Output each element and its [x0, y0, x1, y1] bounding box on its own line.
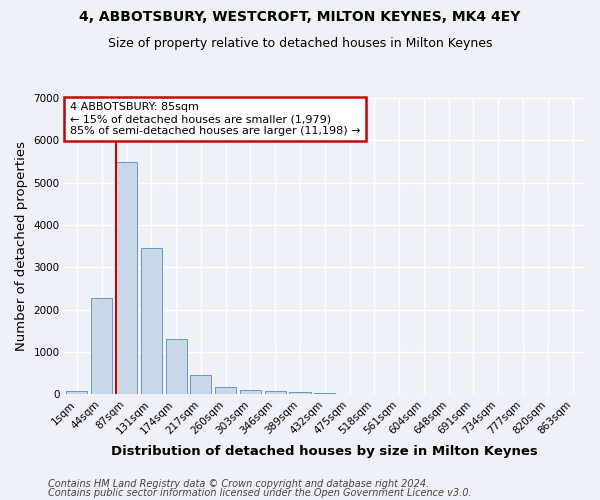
X-axis label: Distribution of detached houses by size in Milton Keynes: Distribution of detached houses by size …: [112, 444, 538, 458]
Bar: [240, 390, 261, 394]
Bar: [91, 298, 112, 394]
Text: 4 ABBOTSBURY: 85sqm
← 15% of detached houses are smaller (1,979)
85% of semi-det: 4 ABBOTSBURY: 85sqm ← 15% of detached ho…: [70, 102, 360, 136]
Bar: [116, 162, 137, 394]
Bar: [141, 248, 162, 394]
Text: Size of property relative to detached houses in Milton Keynes: Size of property relative to detached ho…: [108, 38, 492, 51]
Bar: [265, 391, 286, 394]
Text: Contains public sector information licensed under the Open Government Licence v3: Contains public sector information licen…: [48, 488, 472, 498]
Y-axis label: Number of detached properties: Number of detached properties: [15, 141, 28, 351]
Bar: [67, 391, 88, 394]
Bar: [215, 386, 236, 394]
Bar: [190, 375, 211, 394]
Bar: [289, 392, 311, 394]
Text: Contains HM Land Registry data © Crown copyright and database right 2024.: Contains HM Land Registry data © Crown c…: [48, 479, 429, 489]
Text: 4, ABBOTSBURY, WESTCROFT, MILTON KEYNES, MK4 4EY: 4, ABBOTSBURY, WESTCROFT, MILTON KEYNES,…: [79, 10, 521, 24]
Bar: [314, 393, 335, 394]
Bar: [166, 339, 187, 394]
